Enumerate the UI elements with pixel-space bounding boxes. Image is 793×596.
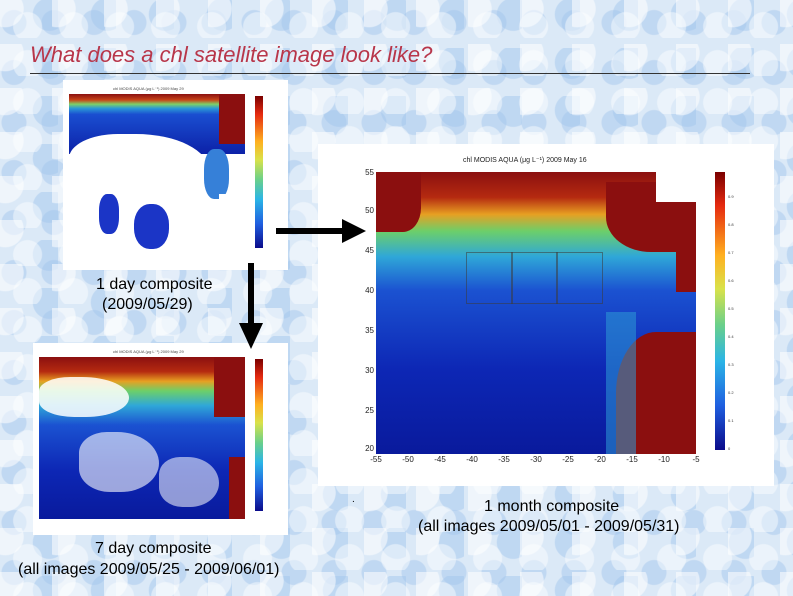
slide-title: What does a chl satellite image look lik… — [30, 42, 433, 67]
month-composite-image: chl MODIS AQUA (μg L⁻¹) 2009 May 16 55 5… — [318, 144, 774, 486]
y-tick-40: 40 — [365, 286, 374, 295]
day-caption-line2: (2009/05/29) — [102, 296, 193, 313]
x-tick-m40: -40 — [466, 455, 478, 464]
month-colorbar — [715, 172, 725, 450]
x-tick-m35: -35 — [498, 455, 510, 464]
x-tick-m15: -15 — [626, 455, 638, 464]
week-caption-line2: (all images 2009/05/25 - 2009/06/01) — [18, 561, 280, 578]
x-tick-m10: -10 — [658, 455, 670, 464]
cb-tick-0.9: 0.9 — [728, 194, 734, 199]
cb-tick-0.6: 0.6 — [728, 278, 734, 283]
week-map — [39, 357, 245, 519]
day-caption-line1: 1 day composite — [96, 276, 213, 293]
cb-tick-0.8: 0.8 — [728, 222, 734, 227]
y-tick-25: 25 — [365, 406, 374, 415]
y-tick-55: 55 — [365, 168, 374, 177]
cb-tick-0.4: 0.4 — [728, 334, 734, 339]
x-tick-m55: -55 — [370, 455, 382, 464]
y-tick-30: 30 — [365, 366, 374, 375]
cb-tick-0.1: 0.1 — [728, 418, 734, 423]
day-map — [69, 94, 245, 256]
grid-box-2 — [511, 252, 558, 304]
title-underline — [30, 73, 750, 74]
arrow-down-shaft — [248, 263, 254, 325]
cb-tick-0.2: 0.2 — [728, 390, 734, 395]
x-tick-m45: -45 — [434, 455, 446, 464]
arrow-right-shaft — [276, 228, 344, 234]
stray-dot: . — [352, 494, 355, 505]
x-tick-m20: -20 — [594, 455, 606, 464]
week-colorbar — [255, 359, 263, 511]
arrow-down-icon — [239, 323, 263, 349]
cb-tick-0.3: 0.3 — [728, 362, 734, 367]
x-tick-m30: -30 — [530, 455, 542, 464]
x-tick-m50: -50 — [402, 455, 414, 464]
grid-box-3 — [556, 252, 603, 304]
y-tick-35: 35 — [365, 326, 374, 335]
month-map — [376, 172, 696, 454]
arrow-right-icon — [342, 219, 366, 243]
month-caption-line2: (all images 2009/05/01 - 2009/05/31) — [418, 518, 680, 535]
week-map-title: chl MODIS AQUA (μg L⁻¹) 2009 May 29 — [113, 349, 184, 354]
week-composite-image: chl MODIS AQUA (μg L⁻¹) 2009 May 29 — [33, 343, 288, 535]
y-tick-20: 20 — [365, 444, 374, 453]
day-colorbar — [255, 96, 263, 248]
month-map-title: chl MODIS AQUA (μg L⁻¹) 2009 May 16 — [463, 157, 587, 164]
day-composite-image: chl MODIS AQUA (μg L⁻¹) 2009 May 29 — [63, 80, 288, 270]
x-tick-m25: -25 — [562, 455, 574, 464]
month-caption-line1: 1 month composite — [484, 498, 620, 515]
day-map-title: chl MODIS AQUA (μg L⁻¹) 2009 May 29 — [113, 86, 184, 91]
x-tick-m5: -5 — [692, 455, 700, 464]
cb-tick-0: 0 — [728, 446, 731, 451]
grid-box-1 — [466, 252, 513, 304]
cb-tick-0.7: 0.7 — [728, 250, 734, 255]
y-tick-50: 50 — [365, 206, 374, 215]
cb-tick-0.5: 0.5 — [728, 306, 734, 311]
week-caption-line1: 7 day composite — [95, 540, 212, 557]
y-tick-45: 45 — [365, 246, 374, 255]
